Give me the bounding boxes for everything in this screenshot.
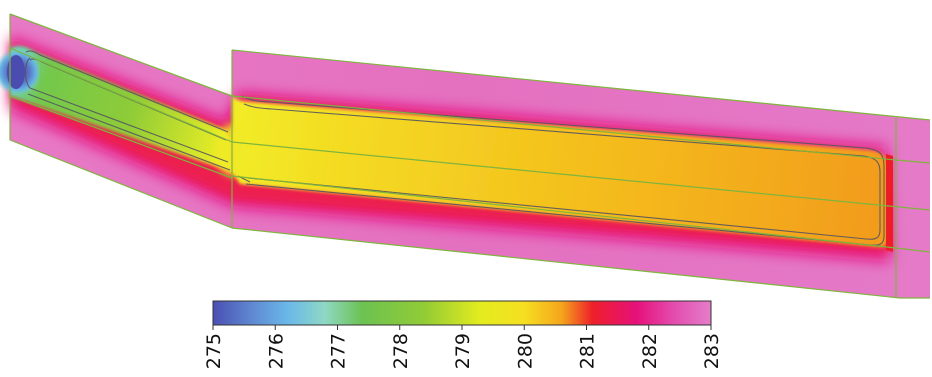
colorbar-tick-labels: 275 276 277 278 279 280 281 282 283 bbox=[203, 333, 723, 369]
colorbar-gradient bbox=[212, 300, 712, 326]
colorbar-tick-label: 281 bbox=[577, 333, 599, 369]
colorbar-tick-label: 277 bbox=[328, 333, 350, 369]
outlet-hot-strip bbox=[886, 154, 893, 252]
flow-domain bbox=[0, 13, 931, 299]
colorbar-tick-label: 282 bbox=[639, 333, 661, 369]
second-channel-core bbox=[232, 96, 888, 248]
colorbar-tick-label: 283 bbox=[701, 333, 723, 369]
colorbar-tick-label: 278 bbox=[390, 333, 412, 369]
colorbar-tick-label: 276 bbox=[265, 333, 287, 369]
mesh-block-lines bbox=[9, 13, 931, 299]
colorbar-ticks bbox=[212, 325, 712, 330]
colorbar: 275 276 277 278 279 280 281 282 283 bbox=[203, 300, 723, 369]
first-channel-core bbox=[10, 45, 232, 173]
inlet-core bbox=[7, 55, 25, 89]
colorbar-tick-label: 280 bbox=[514, 333, 536, 369]
colorbar-tick-label: 279 bbox=[452, 333, 474, 369]
colorbar-tick-label: 275 bbox=[203, 333, 225, 369]
